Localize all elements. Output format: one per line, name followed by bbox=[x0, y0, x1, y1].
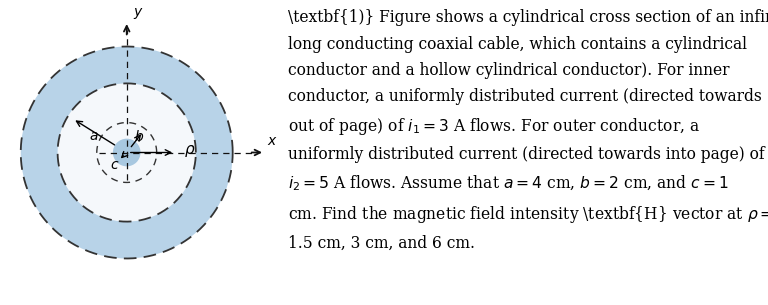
Text: y: y bbox=[134, 5, 142, 19]
Text: x: x bbox=[267, 134, 276, 148]
Text: $\rho$: $\rho$ bbox=[184, 143, 196, 159]
Text: a: a bbox=[90, 129, 98, 143]
Circle shape bbox=[58, 83, 196, 222]
Text: c: c bbox=[111, 158, 118, 172]
Circle shape bbox=[113, 139, 141, 166]
Circle shape bbox=[21, 47, 233, 258]
Text: b: b bbox=[134, 131, 144, 145]
Text: \textbf{1)} Figure shows a cylindrical cross section of an infinitely
long condu: \textbf{1)} Figure shows a cylindrical c… bbox=[287, 9, 768, 252]
